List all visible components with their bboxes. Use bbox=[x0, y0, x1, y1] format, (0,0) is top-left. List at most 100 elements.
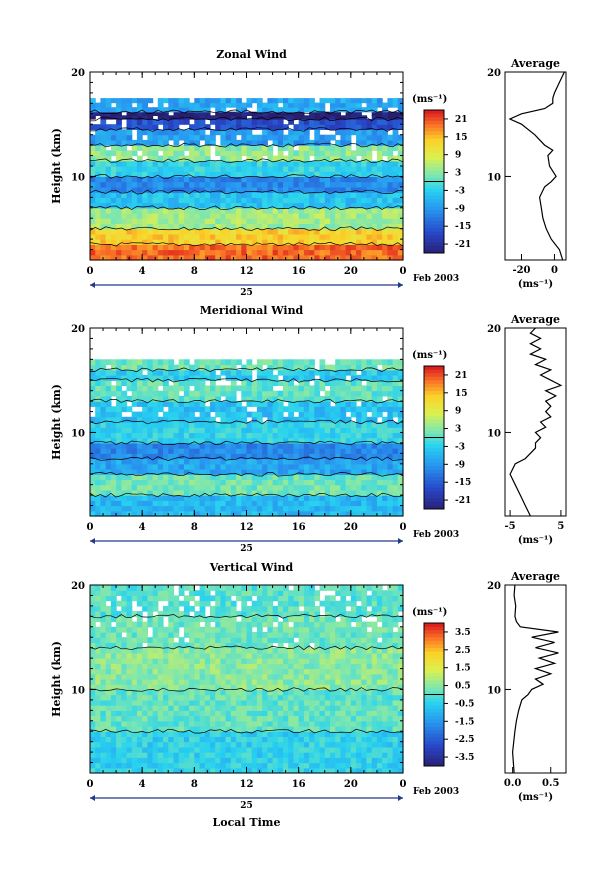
heatmap-cell bbox=[157, 192, 164, 198]
heatmap-cell bbox=[147, 192, 154, 198]
heatmap-cell bbox=[189, 171, 195, 177]
heatmap-cell bbox=[204, 375, 211, 381]
heatmap-cell bbox=[397, 364, 404, 371]
heatmap-cell bbox=[230, 129, 237, 136]
heatmap-cell bbox=[272, 181, 279, 188]
colorbar-segment bbox=[424, 398, 444, 403]
heatmap-cell bbox=[356, 359, 362, 366]
heatmap-cell bbox=[314, 500, 321, 507]
heatmap-cell bbox=[277, 479, 284, 486]
heatmap-cell bbox=[178, 726, 185, 732]
heatmap-cell bbox=[152, 192, 159, 198]
heatmap-cell bbox=[241, 715, 248, 722]
heatmap-cell bbox=[319, 694, 326, 701]
heatmap-cell bbox=[262, 767, 268, 774]
heatmap-cell bbox=[220, 213, 227, 219]
heatmap-cell bbox=[168, 119, 175, 125]
heatmap-cell bbox=[90, 124, 96, 130]
heatmap-cell bbox=[387, 463, 394, 470]
heatmap-cell bbox=[246, 139, 253, 146]
heatmap-cell bbox=[136, 401, 143, 407]
heatmap-cell bbox=[288, 111, 294, 116]
heatmap-cell bbox=[356, 726, 362, 732]
heatmap-cell bbox=[314, 119, 321, 125]
heatmap-cell bbox=[152, 432, 159, 439]
heatmap-cell bbox=[277, 437, 284, 444]
heatmap-cell bbox=[324, 202, 331, 209]
heatmap-cell bbox=[215, 202, 221, 209]
heatmap-cell bbox=[293, 726, 300, 732]
heatmap-cell bbox=[272, 155, 279, 162]
heatmap-cell bbox=[371, 710, 378, 717]
heatmap-cell bbox=[199, 155, 206, 162]
heatmap-cell bbox=[236, 437, 242, 444]
heatmap-cell bbox=[356, 139, 362, 146]
heatmap-cell bbox=[163, 411, 169, 418]
heatmap-cell bbox=[110, 239, 117, 245]
heatmap-cell bbox=[314, 228, 321, 235]
heatmap-cell bbox=[105, 249, 112, 256]
heatmap-cell bbox=[178, 442, 185, 449]
heatmap-cell bbox=[256, 102, 263, 108]
heatmap-cell bbox=[340, 380, 347, 386]
heatmap-cell bbox=[350, 239, 357, 245]
heatmap-cell bbox=[267, 160, 274, 167]
heatmap-cell bbox=[246, 427, 253, 433]
heatmap-cell bbox=[356, 416, 362, 423]
heatmap-cell bbox=[163, 254, 169, 261]
heatmap-cell bbox=[397, 228, 404, 235]
heatmap-cell bbox=[95, 448, 101, 454]
heatmap-cell bbox=[110, 223, 117, 230]
heatmap-cell bbox=[251, 115, 258, 120]
heatmap-cell bbox=[267, 495, 274, 501]
heatmap-cell bbox=[335, 145, 341, 151]
heatmap-cell bbox=[225, 510, 232, 517]
heatmap-cell bbox=[288, 160, 294, 167]
heatmap-cell bbox=[366, 746, 373, 753]
heatmap-cell bbox=[298, 474, 305, 480]
heatmap-cell bbox=[246, 155, 253, 162]
heatmap-cell bbox=[199, 186, 206, 193]
heatmap-cell bbox=[387, 684, 394, 690]
heatmap-cell bbox=[324, 479, 331, 486]
heatmap-cell bbox=[387, 111, 394, 116]
heatmap-cell bbox=[397, 720, 404, 727]
heatmap-cell bbox=[105, 124, 112, 130]
heatmap-cell bbox=[298, 380, 305, 386]
heatmap-cell bbox=[309, 385, 315, 392]
heatmap-cell bbox=[168, 145, 175, 151]
heatmap-cell bbox=[382, 720, 388, 727]
heatmap-cell bbox=[90, 731, 96, 737]
heatmap-cell bbox=[330, 448, 336, 454]
heatmap-cell bbox=[178, 192, 185, 198]
heatmap-cell bbox=[335, 479, 341, 486]
heatmap-cell bbox=[251, 111, 258, 116]
heatmap-cell bbox=[142, 111, 148, 116]
heatmap-cell bbox=[246, 458, 253, 465]
heatmap-cell bbox=[199, 160, 206, 167]
heatmap-cell bbox=[330, 689, 336, 696]
heatmap-cell bbox=[392, 484, 399, 491]
heatmap-cell bbox=[303, 249, 310, 256]
heatmap-cell bbox=[121, 484, 128, 491]
heatmap-cell bbox=[110, 244, 117, 251]
heatmap-cell bbox=[90, 359, 96, 366]
heatmap-cell bbox=[356, 129, 362, 136]
heatmap-cell bbox=[303, 218, 310, 224]
heatmap-cell bbox=[262, 442, 268, 449]
heatmap-cell bbox=[199, 375, 206, 381]
heatmap-cell bbox=[387, 416, 394, 423]
heatmap-cell bbox=[371, 192, 378, 198]
heatmap-cell bbox=[131, 736, 138, 743]
heatmap-cell bbox=[110, 767, 117, 774]
heatmap-cell bbox=[142, 197, 148, 204]
heatmap-cell bbox=[335, 442, 341, 449]
heatmap-cell bbox=[382, 186, 388, 193]
heatmap-cell bbox=[105, 762, 112, 769]
heatmap-cell bbox=[283, 705, 289, 711]
heatmap-cell bbox=[215, 495, 221, 501]
heatmap-cell bbox=[251, 98, 258, 104]
heatmap-cell bbox=[330, 699, 336, 706]
heatmap-cell bbox=[183, 741, 190, 748]
heatmap-cell bbox=[335, 505, 341, 512]
